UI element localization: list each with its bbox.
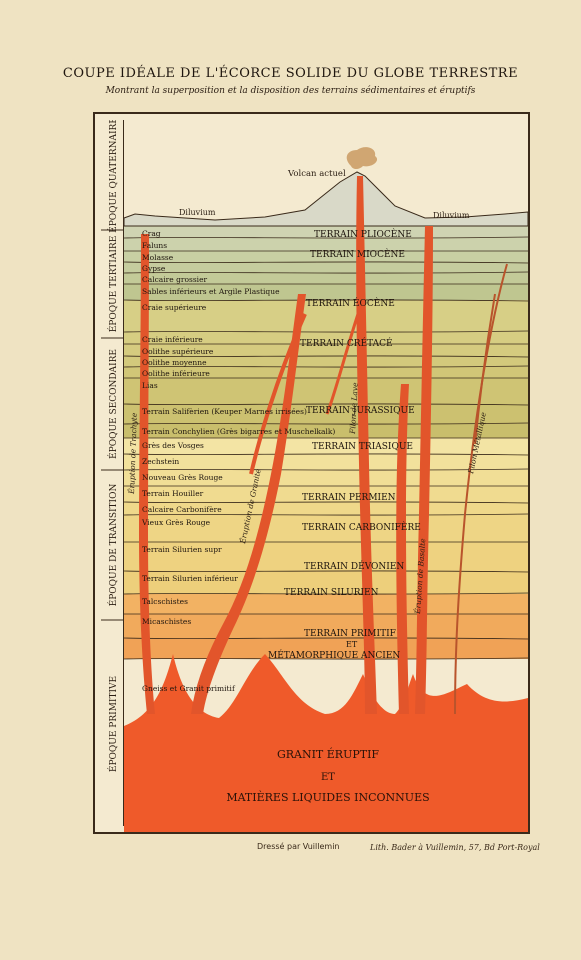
- stratum-label: Calcaire Carbonifère: [142, 505, 222, 514]
- stratum-boundary: [123, 637, 528, 640]
- dike-granite-branch: [249, 313, 307, 475]
- stratum-label: Talcschistes: [142, 597, 188, 606]
- dike-basalt: [396, 384, 409, 714]
- stratum-label: Oolithe moyenne: [142, 358, 207, 367]
- stratum-boundary: [123, 236, 528, 239]
- stratum-band: [124, 300, 528, 332]
- epoch-primitive: ÉPOQUE PRIMITIVE: [107, 676, 119, 772]
- stratum-band: [124, 367, 528, 378]
- epoch-transition: ÉPOQUE DE TRANSITION: [107, 484, 119, 607]
- strata-labels: Crag Faluns Molasse Gypse Calcaire grossier S…: [141, 229, 335, 693]
- stratum-boundary: [123, 657, 528, 660]
- stratum-band: [124, 614, 528, 638]
- section-frame: ÉPOQUE QUATERNAIRE ÉPOQUE TERTIAIRE ÉPOQ…: [93, 112, 530, 834]
- stratum-band: [124, 378, 528, 404]
- stratum-boundary: [123, 501, 528, 504]
- dike-lava-branch: [325, 313, 360, 415]
- stratum-label: Vieux Grès Rouge: [141, 518, 211, 527]
- terrain-devonien: TERRAIN DÉVONIEN: [304, 560, 404, 572]
- stratum-band: [124, 273, 528, 284]
- stratum-boundary: [123, 453, 528, 456]
- terrain-jurassique: TERRAIN JURASSIQUE: [306, 406, 415, 416]
- page-title: COUPE IDÉALE DE L'ÉCORCE SOLIDE DU GLOBE…: [62, 66, 519, 81]
- stratum-boundary: [123, 468, 528, 471]
- terrain-cretace: TERRAIN CRÉTACÉ: [300, 337, 393, 349]
- stratum-label: Terrain Houiller: [142, 489, 204, 498]
- volcano-label: Volcan actuel: [287, 169, 346, 179]
- stratum-label: Lias: [142, 381, 158, 390]
- dike-trachyte: [139, 234, 155, 714]
- stratum-boundary: [123, 271, 528, 274]
- stratum-label: Oolithe supérieure: [142, 347, 214, 356]
- epoch-band: ÉPOQUE QUATERNAIRE ÉPOQUE TERTIAIRE ÉPOQ…: [101, 120, 124, 826]
- terrain-et: ET: [346, 640, 358, 649]
- epoch-secondaire: ÉPOQUE SECONDAIRE: [107, 349, 119, 459]
- terrain-eocene: TERRAIN ÉOCÈNE: [306, 297, 395, 309]
- stratum-label: Faluns: [142, 241, 167, 250]
- stratum-label: Molasse: [142, 253, 174, 262]
- stratum-label: Craie inférieure: [142, 335, 203, 344]
- geological-section: Crag Faluns Molasse Gypse Calcaire grossier S…: [123, 147, 528, 832]
- page-subtitle: Montrant la superposition et la disposit…: [105, 86, 476, 96]
- stratum-boundary: [123, 570, 528, 573]
- stratum-boundary: [123, 365, 528, 368]
- terrain-silurien: TERRAIN SILURIEN: [284, 588, 379, 598]
- terrain-miocene: TERRAIN MIOCÈNE: [310, 248, 405, 260]
- stratum-label: Sables inférieurs et Argile Plastique: [142, 287, 280, 296]
- stratum-boundary: [123, 299, 528, 302]
- stratum-label: Nouveau Grès Rouge: [142, 473, 223, 482]
- stratum-band: [124, 356, 528, 367]
- stratum-label: Calcaire grossier: [142, 275, 208, 284]
- stratum-label: Terrain Silurien inférieur: [142, 574, 238, 583]
- terrain-permien: TERRAIN PERMIEN: [302, 493, 396, 503]
- stratum-band: [124, 251, 528, 262]
- dike-lava: [356, 176, 377, 714]
- diluvium-right-label: Diluvium: [433, 211, 470, 220]
- dike-label-trachyte: Éruption de Trachyte: [127, 412, 139, 495]
- dike-label-lava: Filon de Lave: [348, 382, 360, 435]
- terrain-primitif: TERRAIN PRIMITIF: [304, 629, 396, 639]
- base-line-2: ET: [321, 772, 335, 783]
- stratum-label: Crag: [142, 229, 161, 238]
- terrain-triasique: TERRAIN TRIASIQUE: [312, 442, 413, 452]
- base-line-3: MATIÈRES LIQUIDES INCONNUES: [226, 790, 429, 804]
- stratum-label: Micaschistes: [142, 617, 191, 626]
- epoch-quaternaire: ÉPOQUE QUATERNAIRE: [107, 120, 119, 233]
- credit-author: Dressé par Vuillemin: [257, 842, 340, 851]
- stratum-label: Gypse: [142, 264, 166, 273]
- stratum-boundary: [123, 592, 528, 595]
- epoch-tertiaire: ÉPOQUE TERTIAIRE: [107, 236, 119, 333]
- stratum-label: Oolithe inférieure: [142, 369, 210, 378]
- stratum-label: Gneiss et Granit primitif: [142, 684, 236, 693]
- dike-metal: [415, 226, 433, 714]
- stratum-label: Zechstein: [142, 457, 179, 466]
- metal-vein-2: [474, 293, 496, 445]
- terrain-metamorphique: MÉTAMORPHIQUE ANCIEN: [268, 649, 400, 661]
- base-line-1: GRANIT ÉRUPTIF: [277, 747, 379, 761]
- stratum-label: Grès des Vosges: [142, 441, 204, 450]
- stratum-boundary: [123, 261, 528, 264]
- strata-lines: [123, 236, 528, 660]
- terrain-carbonifere: TERRAIN CARBONIFÈRE: [302, 521, 421, 533]
- stratum-boundary: [123, 513, 528, 516]
- volcano-smoke: [346, 147, 378, 169]
- surface-relief: [123, 171, 528, 227]
- magma-base: [124, 654, 528, 832]
- stratum-band: [124, 515, 528, 542]
- stratum-label: Terrain Conchylien (Grès bigarres et Mus…: [142, 427, 335, 436]
- epoch-band-svg: ÉPOQUE QUATERNAIRE ÉPOQUE TERTIAIRE ÉPOQ…: [101, 120, 123, 772]
- credit-printer: Lith. Bader à Vuillemin, 57, Bd Port-Roy…: [370, 843, 540, 852]
- stratum-boundary: [123, 330, 528, 333]
- stratum-label: Terrain Salifèrien (Keuper Marnes irrisé…: [142, 407, 307, 416]
- terrain-pliocene: TERRAIN PLIOCÈNE: [314, 228, 412, 240]
- metal-vein-1: [454, 263, 508, 715]
- stratum-label: Terrain Silurien supr: [142, 545, 222, 554]
- diluvium-left-label: Diluvium: [179, 208, 216, 217]
- stratum-band: [124, 262, 528, 273]
- stratum-label: Craie supérieure: [142, 303, 207, 312]
